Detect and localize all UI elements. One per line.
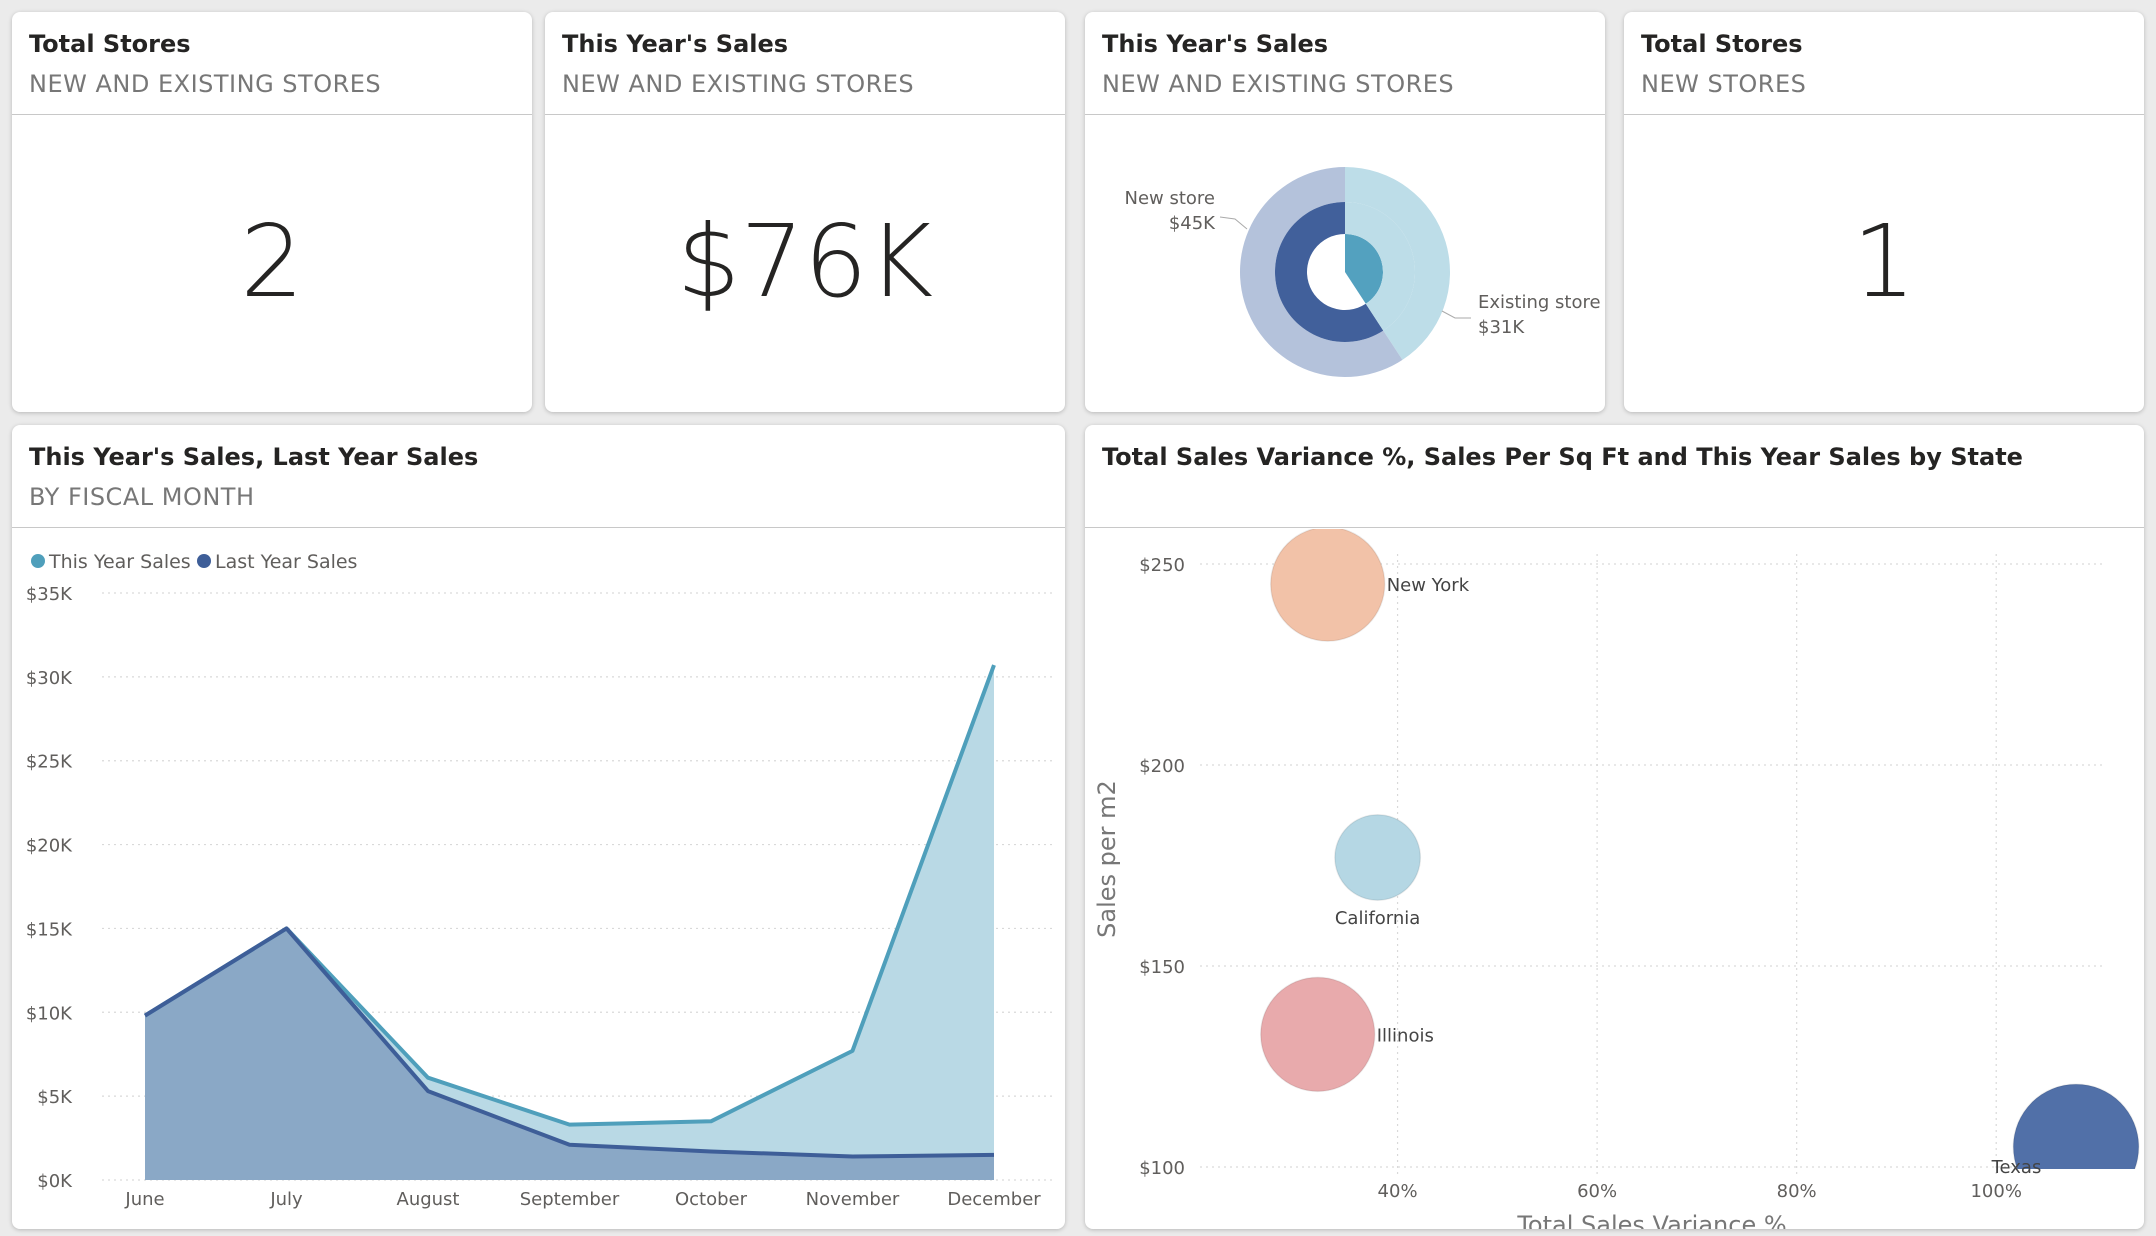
- bubble-new-york[interactable]: [1269, 529, 1386, 642]
- x-tick-label: November: [806, 1189, 900, 1210]
- tile-title: This Year's Sales: [1102, 30, 1329, 58]
- variance-scatter-card[interactable]: Total Sales Variance %, Sales Per Sq Ft …: [1085, 425, 2144, 1229]
- y-tick-label: $35K: [26, 584, 73, 605]
- tile-title: Total Stores: [1641, 30, 1803, 58]
- new-store-label: New store: [1124, 188, 1215, 209]
- this-year-sales-card[interactable]: This Year's Sales NEW AND EXISTING STORE…: [545, 12, 1065, 412]
- y-tick-label: $30K: [26, 668, 73, 689]
- existing-store-value: $31K: [1478, 317, 1525, 338]
- tile-title: This Year's Sales: [562, 30, 789, 58]
- x-tick-label: 100%: [1970, 1181, 2021, 1202]
- donut-slice-existing-store-mid[interactable]: [1345, 202, 1415, 331]
- card-value: 2: [240, 203, 304, 320]
- tile-divider: [1624, 114, 2144, 115]
- new-store-leader-line: [1219, 216, 1248, 230]
- x-axis-title: Total Sales Variance %: [1516, 1211, 1786, 1229]
- y-tick-label: $20K: [26, 836, 73, 857]
- x-tick-label: 80%: [1777, 1181, 1817, 1202]
- tile-subtitle: BY FISCAL MONTH: [29, 483, 255, 511]
- y-tick-label: $25K: [26, 752, 73, 773]
- bubble-california[interactable]: [1334, 813, 1422, 901]
- legend-dot-this-year: [31, 554, 45, 568]
- y-axis-title: Sales per m2: [1093, 780, 1121, 938]
- tile-divider: [1085, 527, 2144, 528]
- last-year-sales-line[interactable]: [143, 926, 995, 1159]
- donut-slice-new-store-inner[interactable]: [1275, 202, 1384, 342]
- tile-title: This Year's Sales, Last Year Sales: [29, 443, 479, 471]
- x-tick-label: October: [675, 1189, 748, 1210]
- scatter-chart: $100 $150 $200 $250 40% 60% 80% 100% Total Sales…: [1093, 529, 2140, 1229]
- y-tick-label: $150: [1139, 957, 1185, 978]
- bubble-texas[interactable]: [2012, 1083, 2140, 1209]
- monthly-sales-chart-card[interactable]: This Year's Sales, Last Year Sales BY FI…: [12, 425, 1065, 1229]
- bubble-illinois[interactable]: [1259, 976, 1376, 1093]
- tile-subtitle: NEW AND EXISTING STORES: [1102, 70, 1455, 98]
- total-stores-card[interactable]: Total Stores NEW AND EXISTING STORES 2: [12, 12, 532, 412]
- x-tick-label: 60%: [1577, 1181, 1617, 1202]
- y-tick-label: $10K: [26, 1003, 73, 1024]
- legend-last-year-sales[interactable]: Last Year Sales: [215, 551, 357, 573]
- donut-chart: New store $45K Existing store $31K: [1124, 167, 1601, 377]
- x-tick-label: August: [397, 1189, 460, 1210]
- tile-divider: [545, 114, 1065, 115]
- chart-legend: This Year Sales Last Year Sales: [31, 551, 357, 573]
- legend-this-year-sales[interactable]: This Year Sales: [48, 551, 191, 573]
- bubble-label-illinois: Illinois: [1377, 1025, 1434, 1046]
- bubble-label-texas: Texas: [1991, 1157, 2042, 1178]
- bubble-label-california: California: [1335, 908, 1420, 929]
- tile-subtitle: NEW AND EXISTING STORES: [562, 70, 915, 98]
- y-tick-label: $200: [1139, 756, 1185, 777]
- y-tick-label: $100: [1139, 1158, 1185, 1179]
- sales-donut-card[interactable]: This Year's Sales NEW AND EXISTING STORE…: [1085, 12, 1605, 412]
- last-year-sales-area[interactable]: [145, 928, 994, 1180]
- existing-store-leader-line: [1441, 310, 1471, 319]
- new-store-value: $45K: [1169, 213, 1216, 234]
- tile-title: Total Sales Variance %, Sales Per Sq Ft …: [1102, 443, 2023, 471]
- area-chart: This Year Sales Last Year Sales $0K $5K $1…: [26, 551, 1052, 1210]
- card-value: $76K: [676, 203, 934, 320]
- y-tick-label: $0K: [37, 1171, 73, 1192]
- new-stores-card[interactable]: Total Stores NEW STORES 1: [1624, 12, 2144, 412]
- y-tick-label: $15K: [26, 919, 73, 940]
- tile-divider: [1085, 114, 1605, 115]
- x-tick-label: 40%: [1378, 1181, 1418, 1202]
- tile-title: Total Stores: [29, 30, 191, 58]
- x-tick-label: December: [947, 1189, 1041, 1210]
- card-value: 1: [1852, 203, 1916, 320]
- donut-slice-existing-store-inner[interactable]: [1345, 234, 1383, 304]
- x-tick-label: September: [520, 1189, 620, 1210]
- tile-divider: [12, 114, 532, 115]
- bubble-label-new-york: New York: [1387, 575, 1470, 596]
- tile-divider: [12, 527, 1065, 528]
- x-tick-label: June: [124, 1189, 164, 1210]
- legend-dot-last-year: [197, 554, 211, 568]
- tile-subtitle: NEW STORES: [1641, 70, 1807, 98]
- donut-slice-existing-store-outer[interactable]: [1345, 167, 1450, 360]
- existing-store-label: Existing store: [1478, 292, 1601, 313]
- y-tick-label: $250: [1139, 555, 1185, 576]
- y-tick-label: $5K: [37, 1087, 73, 1108]
- tile-subtitle: NEW AND EXISTING STORES: [29, 70, 382, 98]
- x-tick-label: July: [269, 1189, 303, 1210]
- donut-slice-new-store-outer[interactable]: [1240, 167, 1403, 377]
